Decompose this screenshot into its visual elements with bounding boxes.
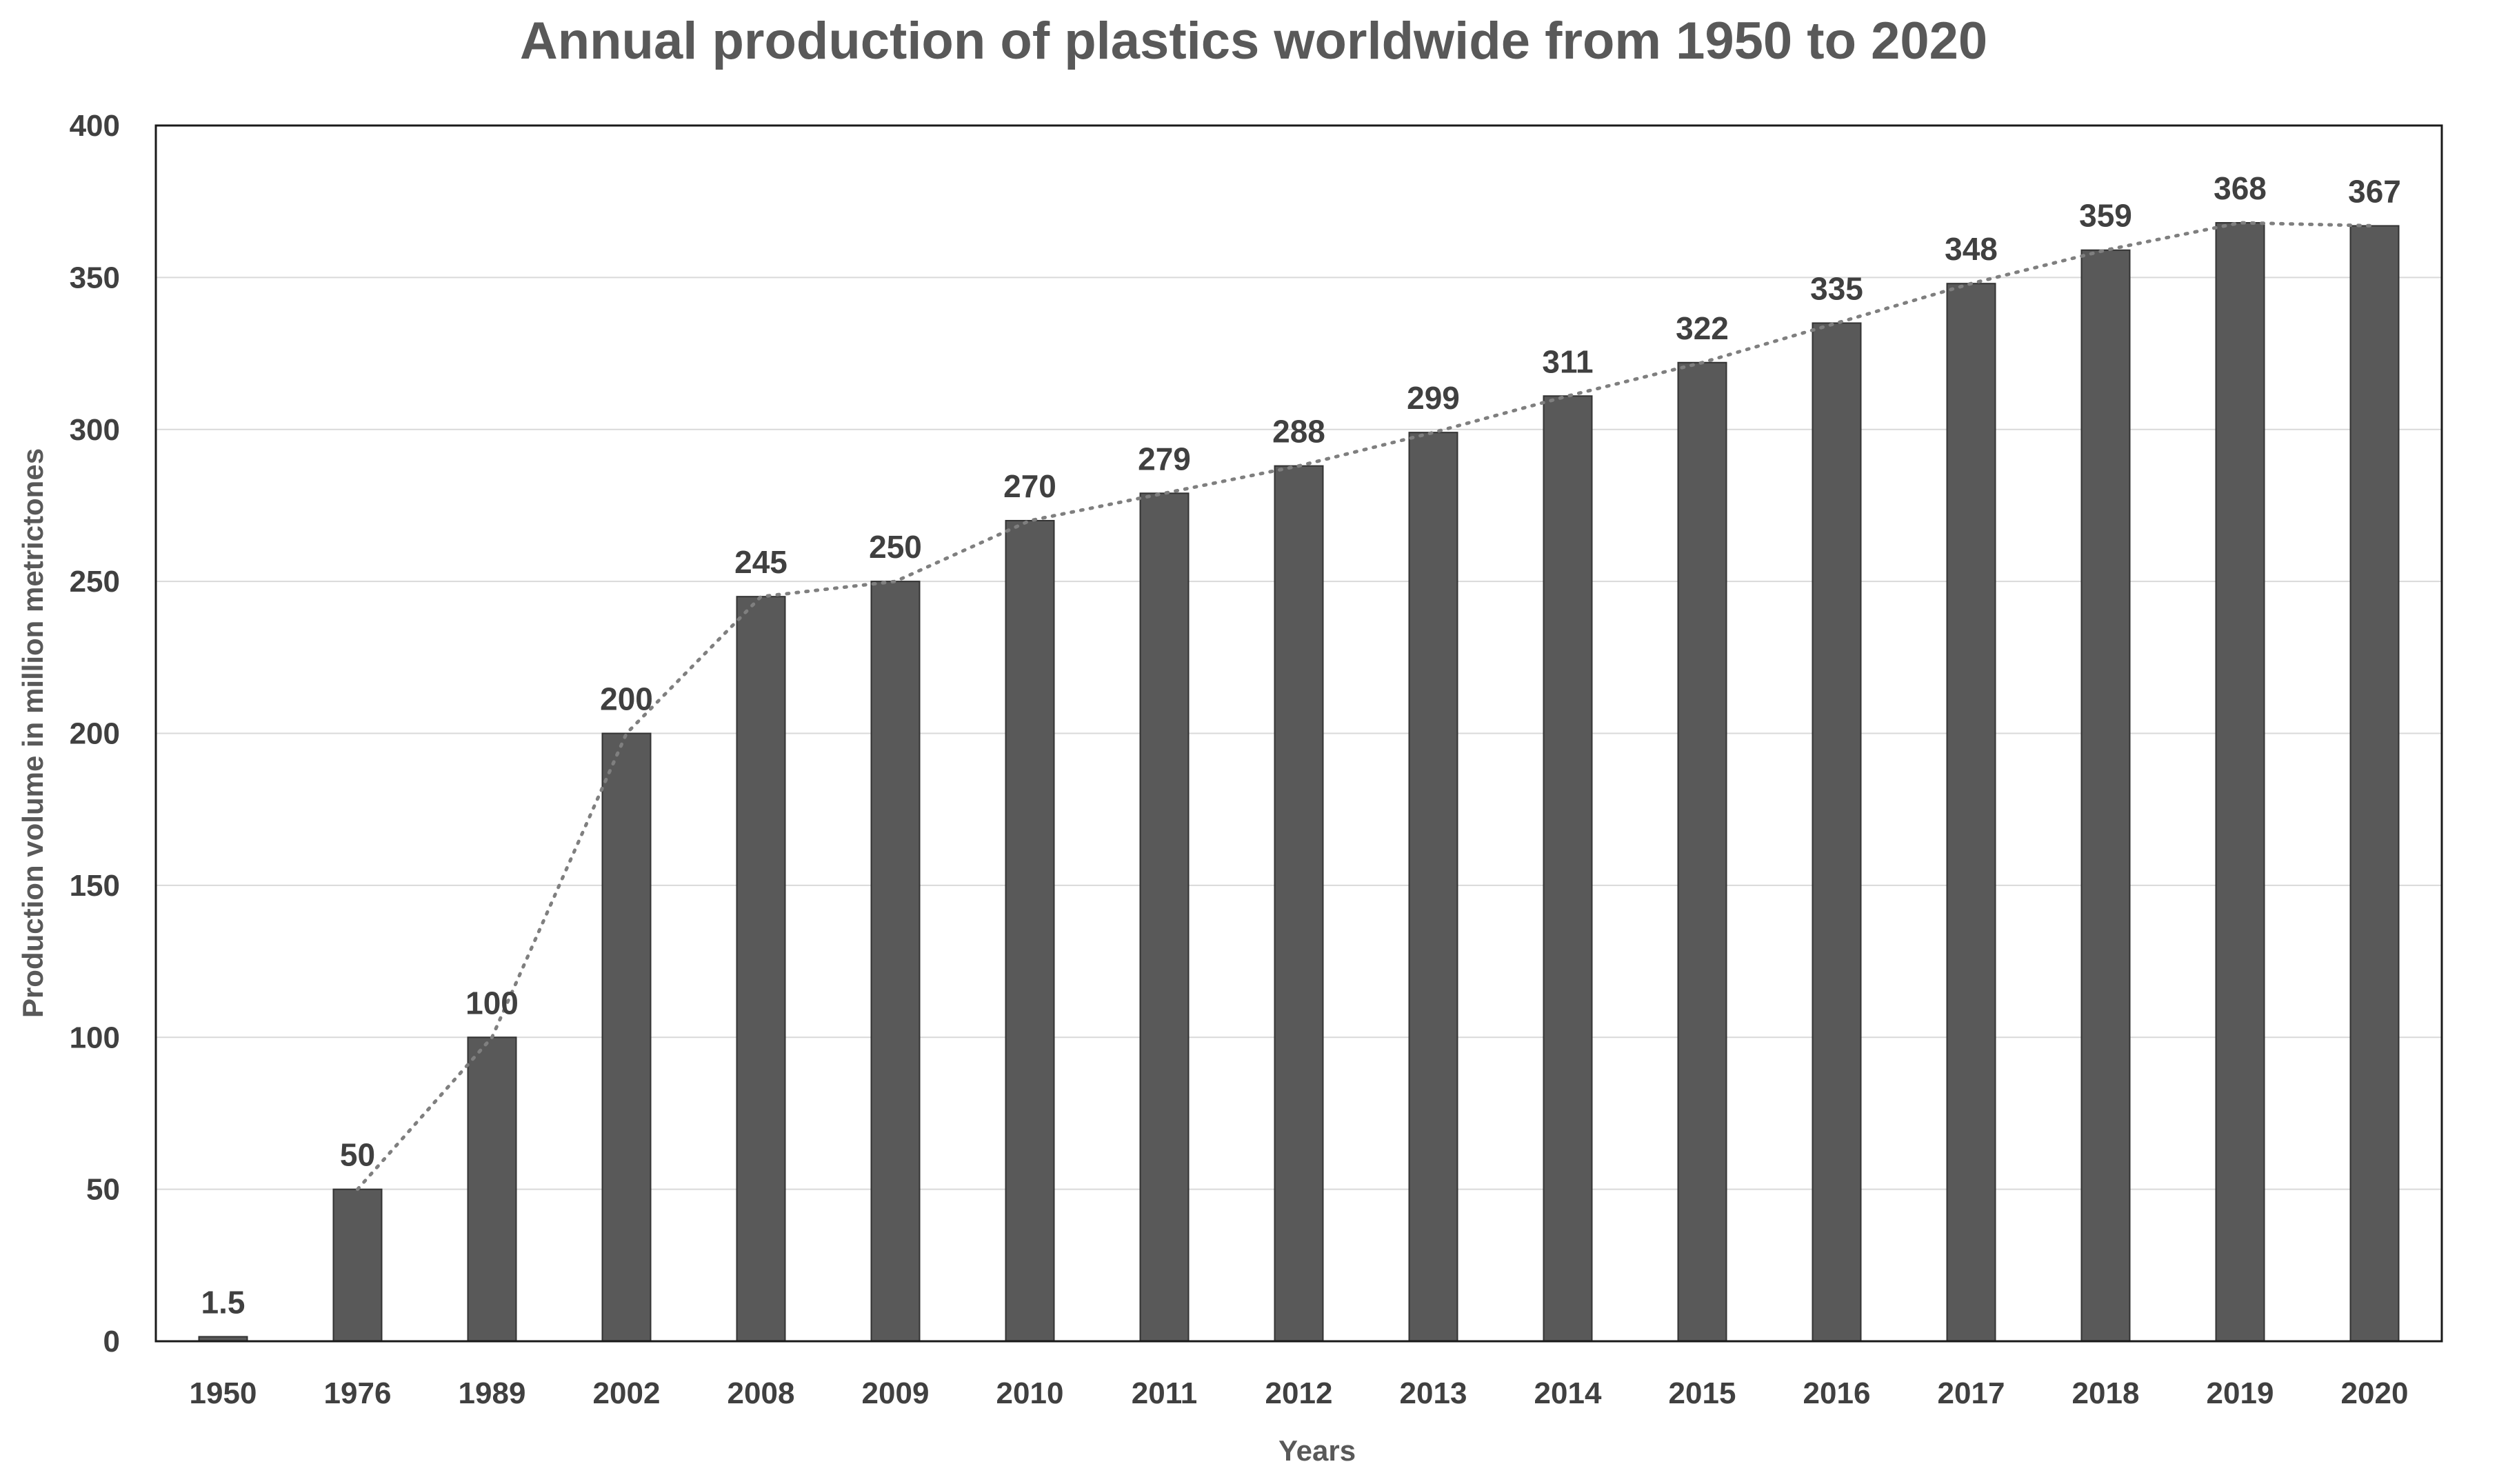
x-tick-label: 2012 <box>1265 1376 1333 1410</box>
x-tick-label: 2013 <box>1400 1376 1467 1410</box>
x-tick-label: 2014 <box>1534 1376 1602 1410</box>
y-axis-ticks: 0 50 100 150 200 250 300 350 400 <box>70 109 120 1358</box>
y-tick-label: 50 <box>86 1173 120 1207</box>
bar <box>1274 465 1324 1342</box>
y-tick-label: 0 <box>103 1325 120 1358</box>
trendline-group <box>356 221 2376 1192</box>
x-axis-ticks: 1950 1976 1989 2002 2008 2009 2010 2011 2012 2013… <box>190 1376 2409 1410</box>
data-label: 288 <box>1272 414 1325 450</box>
trendline <box>356 221 2376 1192</box>
x-tick-label: 1950 <box>190 1376 257 1410</box>
bar <box>2349 225 2400 1342</box>
bar <box>1812 322 1862 1342</box>
x-tick-label: 2011 <box>1132 1376 1197 1410</box>
y-tick-label: 100 <box>70 1021 120 1054</box>
bar <box>736 596 786 1342</box>
bar <box>870 581 921 1342</box>
x-tick-label: 2015 <box>1669 1376 1736 1410</box>
y-axis-title: Production volume in million metrictones <box>17 448 49 1018</box>
plot-area-frame <box>154 124 2443 1343</box>
x-tick-label: 2017 <box>1938 1376 2005 1410</box>
y-tick-label: 350 <box>70 261 120 294</box>
data-label: 270 <box>1003 468 1056 504</box>
x-tick-label: 2002 <box>593 1376 661 1410</box>
bar <box>1677 361 1727 1342</box>
bar <box>332 1188 383 1342</box>
x-axis-title: Years <box>1278 1434 1356 1467</box>
bar <box>2080 249 2131 1342</box>
y-tick-label: 300 <box>70 413 120 447</box>
y-tick-label: 250 <box>70 565 120 599</box>
x-tick-label: 2010 <box>996 1376 1064 1410</box>
x-tick-label: 2009 <box>862 1376 930 1410</box>
y-tick-label: 150 <box>70 869 120 903</box>
x-tick-label: 1976 <box>324 1376 392 1410</box>
bar <box>2215 222 2265 1342</box>
x-tick-label: 2008 <box>728 1376 795 1410</box>
data-label: 279 <box>1138 441 1191 477</box>
x-tick-label: 2020 <box>2341 1376 2409 1410</box>
y-tick-label: 200 <box>70 717 120 751</box>
data-label: 50 <box>340 1137 375 1173</box>
bars <box>198 222 2400 1343</box>
bar <box>1543 395 1593 1343</box>
data-label: 250 <box>869 529 922 565</box>
y-tick-label: 400 <box>70 109 120 143</box>
bar <box>1139 492 1190 1342</box>
data-label: 348 <box>1945 231 1998 267</box>
bar <box>467 1036 517 1342</box>
data-label: 335 <box>1810 270 1863 306</box>
data-label: 100 <box>465 985 519 1021</box>
x-tick-label: 2019 <box>2207 1376 2274 1410</box>
data-label: 322 <box>1676 310 1729 346</box>
data-label: 368 <box>2214 170 2267 206</box>
bar <box>1408 432 1458 1342</box>
bar <box>1005 519 1055 1342</box>
x-tick-label: 2018 <box>2072 1376 2140 1410</box>
data-label: 359 <box>2079 198 2132 234</box>
bar <box>1946 283 1996 1343</box>
data-labels: 1.5 50 100 200 245 250 270 279 288 299 311 322 335 34… <box>201 170 2401 1320</box>
data-label: 1.5 <box>201 1284 245 1320</box>
bar <box>601 732 652 1342</box>
data-label: 299 <box>1407 380 1460 416</box>
data-label: 200 <box>600 681 653 717</box>
data-label: 311 <box>1542 343 1593 379</box>
data-label: 367 <box>2348 173 2401 209</box>
x-tick-label: 1989 <box>459 1376 526 1410</box>
data-label: 245 <box>734 544 787 580</box>
x-tick-label: 2016 <box>1803 1376 1871 1410</box>
chart-title: Annual production of plastics worldwide … <box>520 12 1987 70</box>
